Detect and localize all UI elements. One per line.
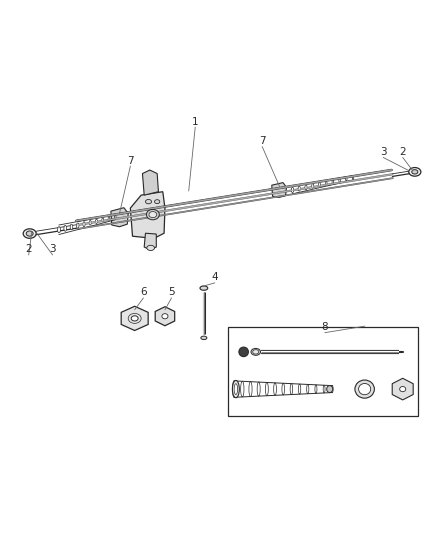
Text: 6: 6 [140, 287, 147, 297]
Ellipse shape [156, 316, 173, 324]
Ellipse shape [155, 200, 160, 204]
Polygon shape [155, 306, 175, 326]
Ellipse shape [201, 336, 207, 340]
Ellipse shape [234, 384, 237, 394]
Ellipse shape [312, 184, 314, 188]
Text: 3: 3 [380, 147, 387, 157]
Bar [228, 327, 418, 416]
Ellipse shape [298, 186, 300, 191]
Text: 7: 7 [127, 156, 134, 166]
Ellipse shape [274, 383, 276, 395]
Ellipse shape [291, 188, 294, 192]
Ellipse shape [282, 383, 285, 395]
Ellipse shape [307, 384, 309, 394]
Ellipse shape [145, 199, 152, 204]
Ellipse shape [253, 350, 259, 354]
Ellipse shape [77, 223, 79, 228]
Polygon shape [131, 192, 165, 238]
Ellipse shape [89, 221, 91, 225]
Text: 5: 5 [168, 287, 175, 297]
Ellipse shape [251, 349, 261, 356]
Polygon shape [144, 233, 156, 249]
Ellipse shape [240, 381, 244, 397]
Text: 2: 2 [25, 244, 32, 254]
Text: 8: 8 [321, 322, 328, 332]
Ellipse shape [346, 177, 347, 181]
Ellipse shape [162, 313, 168, 319]
Ellipse shape [290, 384, 293, 394]
Ellipse shape [412, 169, 418, 174]
Polygon shape [111, 208, 128, 227]
Ellipse shape [108, 217, 110, 221]
Ellipse shape [233, 381, 239, 398]
Ellipse shape [359, 383, 371, 395]
Text: 1: 1 [192, 117, 198, 127]
Ellipse shape [298, 384, 301, 394]
Ellipse shape [409, 167, 421, 176]
Ellipse shape [200, 286, 208, 290]
Ellipse shape [257, 382, 260, 396]
Ellipse shape [305, 185, 307, 190]
Ellipse shape [325, 181, 327, 185]
Polygon shape [272, 183, 286, 197]
Polygon shape [121, 306, 148, 330]
Ellipse shape [26, 231, 33, 236]
Ellipse shape [323, 385, 325, 393]
Ellipse shape [233, 381, 236, 397]
Ellipse shape [95, 219, 98, 223]
Ellipse shape [83, 222, 85, 227]
Text: 4: 4 [212, 272, 218, 282]
Ellipse shape [149, 212, 157, 217]
Ellipse shape [131, 316, 138, 321]
Polygon shape [392, 378, 413, 400]
Ellipse shape [239, 347, 248, 357]
Ellipse shape [128, 313, 141, 324]
Ellipse shape [327, 386, 333, 393]
Ellipse shape [70, 224, 73, 230]
Ellipse shape [332, 386, 333, 393]
Ellipse shape [315, 385, 317, 393]
Ellipse shape [57, 227, 60, 233]
Text: 2: 2 [399, 147, 406, 157]
Ellipse shape [114, 215, 116, 219]
Ellipse shape [339, 179, 340, 182]
Ellipse shape [332, 180, 334, 184]
Ellipse shape [355, 380, 374, 398]
Ellipse shape [64, 225, 67, 231]
Text: 3: 3 [49, 244, 56, 254]
Ellipse shape [400, 386, 406, 392]
Ellipse shape [353, 176, 354, 180]
Text: 7: 7 [259, 136, 265, 146]
Ellipse shape [265, 383, 268, 395]
Ellipse shape [102, 218, 104, 222]
Ellipse shape [23, 229, 36, 238]
Ellipse shape [147, 245, 155, 251]
Polygon shape [142, 170, 159, 195]
Ellipse shape [249, 382, 252, 397]
Ellipse shape [318, 182, 320, 187]
Ellipse shape [146, 209, 159, 220]
